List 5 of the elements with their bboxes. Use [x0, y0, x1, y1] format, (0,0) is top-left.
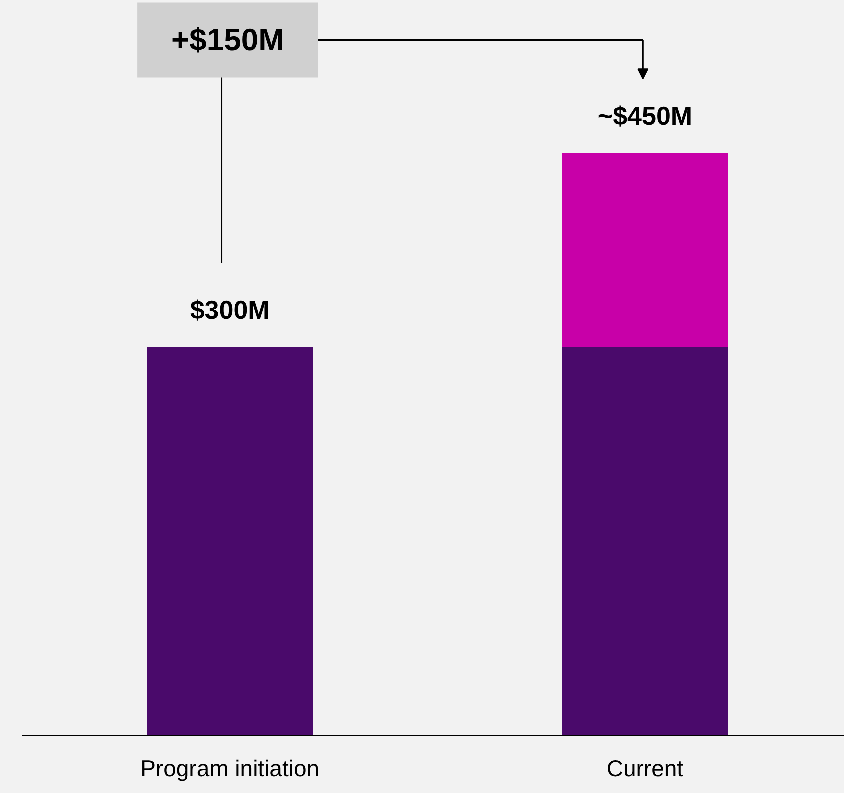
x-tick-label: Program initiation: [140, 756, 320, 782]
annotation: $300M: [190, 295, 270, 326]
x-tick-label: Current: [606, 756, 684, 782]
text: +$150M: [172, 22, 284, 58]
annotation: ~$450M: [598, 101, 693, 132]
